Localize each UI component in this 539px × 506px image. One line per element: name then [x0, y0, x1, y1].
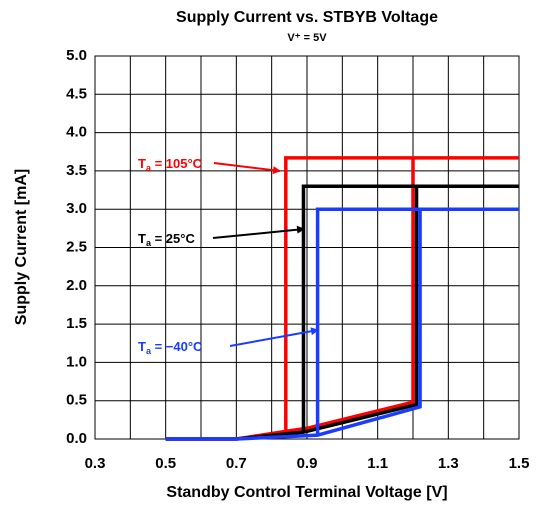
y-tick-label: 1.5 — [66, 315, 87, 332]
y-tick-label: 4.5 — [66, 85, 87, 102]
x-tick-label: 0.9 — [297, 455, 318, 472]
y-axis-label: Supply Current [mA] — [13, 169, 30, 325]
y-tick-label: 2.5 — [66, 238, 87, 255]
x-tick-label: 1.3 — [438, 455, 459, 472]
annotation-arrow — [229, 327, 319, 347]
x-tick-label: 0.3 — [85, 455, 106, 472]
annotation-rest: = 105°C — [151, 156, 203, 171]
plot-border — [94, 55, 520, 440]
chart-title: Supply Current vs. STBYB Voltage — [176, 9, 438, 26]
x-tick-label: 0.5 — [155, 455, 176, 472]
y-tick-label: 5.0 — [66, 47, 87, 64]
annotation: Ta = 25°C — [138, 231, 195, 248]
annotation: Ta = −40°C — [138, 339, 203, 356]
chart-subtitle: V⁺ = 5V — [287, 32, 327, 44]
x-tick-label: 1.1 — [367, 455, 388, 472]
annotation: Ta = 105°C — [138, 156, 203, 173]
annotation-sub: a — [146, 163, 152, 173]
annotation-text: T — [138, 156, 146, 171]
x-axis-label: Standby Control Terminal Voltage [V] — [166, 484, 447, 501]
series-line — [165, 207, 519, 441]
annotation-text: T — [138, 339, 146, 354]
annotation-sub: a — [146, 238, 152, 248]
y-tick-label: 4.0 — [66, 124, 87, 141]
y-tick-label: 3.5 — [66, 162, 87, 179]
y-tick-label: 3.0 — [66, 200, 87, 217]
y-tick-label: 1.0 — [66, 353, 87, 370]
annotation-arrow — [213, 162, 281, 175]
x-tick-label: 0.7 — [226, 455, 247, 472]
annotation-rest: = −40°C — [151, 339, 203, 354]
x-tick-label: 1.5 — [509, 455, 530, 472]
annotation-text: T — [138, 231, 146, 246]
y-tick-label: 0.0 — [66, 430, 87, 447]
annotation-rest: = 25°C — [151, 231, 195, 246]
y-tick-label: 0.5 — [66, 392, 87, 409]
y-tick-label: 2.0 — [66, 277, 87, 294]
annotation-sub: a — [146, 346, 152, 356]
annotation-arrow — [212, 225, 305, 239]
